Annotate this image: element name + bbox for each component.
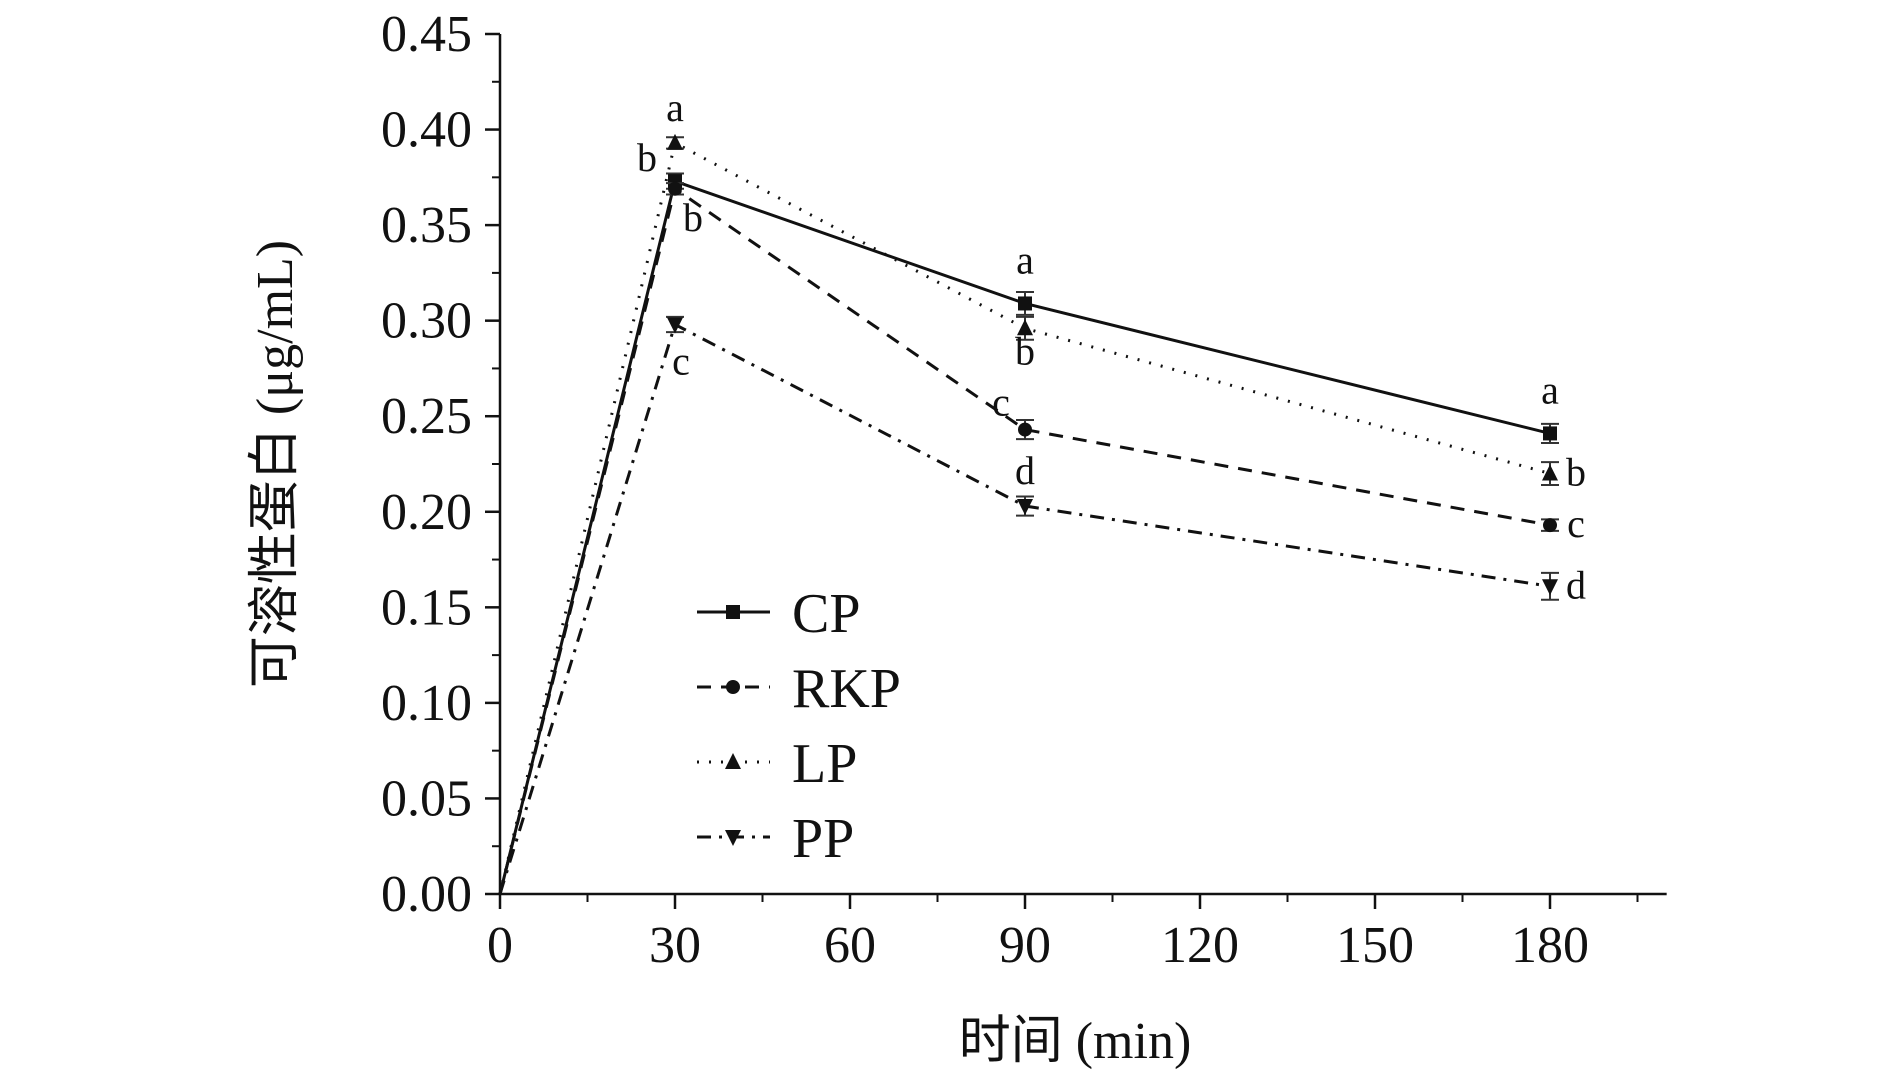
x-tick-label: 30 [649, 917, 701, 974]
data-point [1018, 296, 1032, 311]
series-lp: abb [498, 85, 1586, 895]
legend-marker [725, 830, 741, 846]
significance-letter: d [1015, 448, 1035, 493]
x-tick-label: 0 [487, 917, 513, 974]
significance-letter: b [683, 195, 703, 240]
series-line [498, 179, 1551, 895]
significance-letter: b [1566, 450, 1586, 495]
legend-label: RKP [792, 658, 901, 720]
legend-item-pp: PP [697, 808, 854, 870]
data-point [667, 317, 683, 334]
series-pp: cdd [498, 315, 1586, 895]
x-tick-label: 60 [824, 917, 876, 974]
y-tick-label: 0.00 [381, 866, 472, 923]
data-point [1017, 319, 1033, 336]
axes: 0 30 60 90 120 150 180 0.00 0.05 0.10 0.15 0.20 0.25… [381, 6, 1667, 974]
data-point [1543, 426, 1557, 441]
data-point [1018, 422, 1032, 437]
series-line [498, 322, 1551, 895]
legend-label: PP [792, 808, 854, 870]
y-tick-label: 0.10 [381, 675, 472, 732]
x-tick-label: 150 [1336, 917, 1414, 974]
legend-marker [725, 753, 741, 769]
significance-letter: b [637, 135, 657, 180]
y-tick-label: 0.25 [381, 388, 472, 445]
legend-label: LP [792, 733, 857, 795]
series-cp: b a a [498, 135, 1559, 895]
significance-letter: c [672, 338, 690, 383]
y-tick-label: 0.45 [381, 6, 472, 63]
x-tick-label: 120 [1161, 917, 1239, 974]
data-point [668, 181, 682, 196]
x-tick-label: 90 [999, 917, 1051, 974]
legend-marker [726, 680, 740, 694]
y-tick-label: 0.30 [381, 293, 472, 350]
significance-letter: c [1567, 501, 1585, 546]
x-axis-label: 时间 (min) [959, 1013, 1192, 1070]
legend-item-cp: CP [697, 583, 861, 645]
legend-item-lp: LP [697, 733, 857, 795]
data-point [1017, 499, 1033, 516]
x-tick-label: 180 [1511, 917, 1589, 974]
y-axis-label: 可溶性蛋白 (μg/mL) [247, 240, 304, 688]
data-point [1543, 518, 1557, 533]
significance-letter: d [1566, 562, 1586, 607]
y-tick-label: 0.15 [381, 579, 472, 636]
series-line [498, 140, 1551, 895]
significance-letter: a [1016, 237, 1034, 282]
data-point [1542, 579, 1558, 596]
legend: CP RKP LP PP [697, 583, 901, 870]
significance-letter: b [1015, 328, 1035, 373]
y-tick-label: 0.20 [381, 484, 472, 541]
y-tick-label: 0.35 [381, 197, 472, 254]
y-tick-label: 0.05 [381, 770, 472, 827]
significance-letter: a [666, 85, 684, 130]
y-tick-label: 0.40 [381, 102, 472, 159]
data-point [1542, 464, 1558, 481]
legend-marker [726, 605, 740, 619]
significance-letter: c [992, 380, 1010, 425]
series-line [498, 186, 1551, 895]
data-point [667, 133, 683, 150]
legend-label: CP [792, 583, 861, 645]
series-rkp: bcc [498, 181, 1585, 895]
legend-item-rkp: RKP [697, 658, 901, 720]
significance-letter: a [1541, 367, 1559, 412]
